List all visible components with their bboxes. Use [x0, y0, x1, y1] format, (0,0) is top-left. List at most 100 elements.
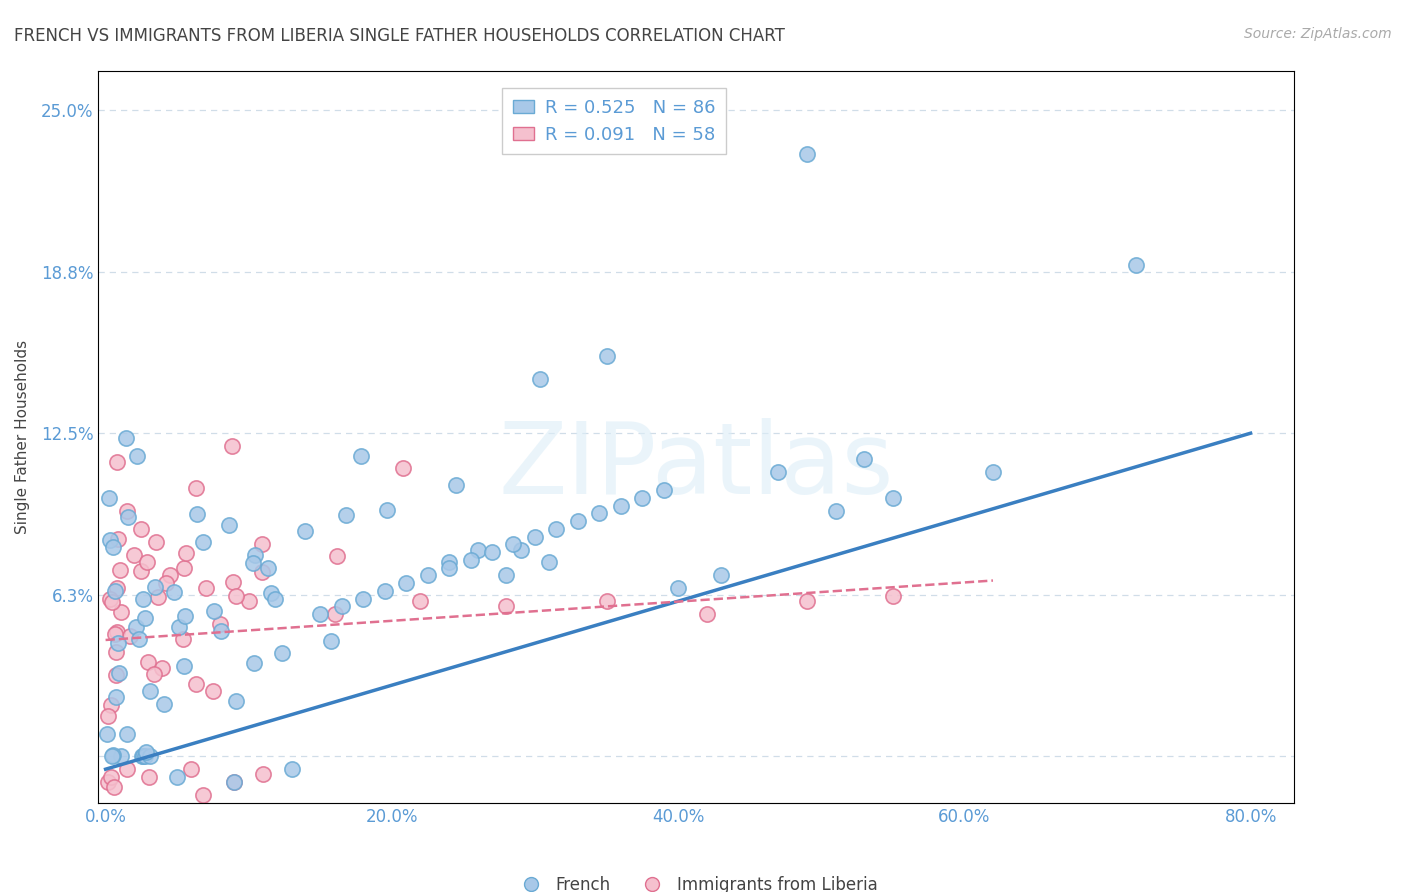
Point	[271, 647, 294, 661]
Point	[148, 591, 170, 605]
Point	[495, 568, 517, 582]
Point	[166, 770, 188, 784]
Point	[375, 503, 398, 517]
Point	[132, 592, 155, 607]
Point	[131, 522, 153, 536]
Point	[1125, 258, 1147, 272]
Point	[120, 629, 142, 643]
Point	[221, 439, 243, 453]
Point	[309, 607, 332, 621]
Point	[323, 607, 346, 621]
Text: Source: ZipAtlas.com: Source: ZipAtlas.com	[1244, 27, 1392, 41]
Point	[335, 508, 357, 522]
Point	[173, 560, 195, 574]
Legend: French, Immigrants from Liberia: French, Immigrants from Liberia	[508, 870, 884, 892]
Point	[529, 372, 551, 386]
Point	[104, 668, 127, 682]
Point	[124, 619, 146, 633]
Point	[193, 535, 215, 549]
Point	[502, 537, 524, 551]
Point	[208, 617, 231, 632]
Point	[96, 727, 118, 741]
Point	[481, 545, 503, 559]
Point	[139, 749, 162, 764]
Point	[98, 533, 121, 548]
Point	[710, 568, 733, 582]
Point	[138, 770, 160, 784]
Point	[218, 518, 240, 533]
Point	[260, 586, 283, 600]
Point	[100, 770, 122, 784]
Point	[139, 684, 162, 698]
Point	[467, 542, 489, 557]
Point	[326, 549, 349, 564]
Point	[131, 749, 153, 764]
Point	[250, 537, 273, 551]
Point	[395, 576, 418, 591]
Point	[176, 546, 198, 560]
Point	[437, 560, 460, 574]
Point	[135, 745, 157, 759]
Point	[595, 349, 617, 363]
Point	[108, 563, 131, 577]
Point	[321, 634, 343, 648]
Point	[225, 693, 247, 707]
Point	[103, 780, 125, 795]
Point	[173, 659, 195, 673]
Point	[437, 556, 460, 570]
Point	[143, 666, 166, 681]
Point	[97, 709, 120, 723]
Point	[115, 504, 138, 518]
Point	[97, 775, 120, 789]
Point	[588, 506, 610, 520]
Point	[201, 684, 224, 698]
Point	[186, 481, 208, 495]
Point	[225, 589, 247, 603]
Point	[127, 449, 149, 463]
Point	[523, 530, 546, 544]
Point	[117, 510, 139, 524]
Point	[194, 582, 217, 596]
Point	[538, 556, 561, 570]
Point	[882, 491, 904, 505]
Point	[103, 540, 125, 554]
Point	[416, 568, 439, 582]
Point	[595, 594, 617, 608]
Point	[115, 762, 138, 776]
Point	[652, 483, 675, 497]
Point	[100, 698, 122, 712]
Point	[546, 522, 568, 536]
Point	[796, 147, 818, 161]
Point	[98, 591, 121, 606]
Point	[167, 620, 190, 634]
Point	[163, 585, 186, 599]
Point	[352, 591, 374, 606]
Point	[134, 749, 156, 764]
Point	[243, 548, 266, 562]
Point	[134, 611, 156, 625]
Point	[981, 465, 1004, 479]
Point	[191, 788, 214, 802]
Point	[150, 661, 173, 675]
Point	[104, 627, 127, 641]
Point	[98, 491, 121, 506]
Point	[136, 655, 159, 669]
Point	[155, 576, 177, 591]
Point	[115, 431, 138, 445]
Point	[132, 749, 155, 764]
Point	[172, 632, 194, 646]
Y-axis label: Single Father Households: Single Father Households	[15, 340, 30, 534]
Point	[104, 645, 127, 659]
Point	[101, 749, 124, 764]
Point	[252, 565, 274, 579]
Point	[610, 499, 633, 513]
Point	[117, 727, 139, 741]
Point	[252, 767, 274, 781]
Text: ZIPatlas: ZIPatlas	[498, 417, 894, 515]
Point	[330, 599, 353, 614]
Point	[374, 583, 396, 598]
Point	[122, 548, 145, 562]
Point	[110, 605, 132, 619]
Point	[460, 553, 482, 567]
Point	[173, 609, 195, 624]
